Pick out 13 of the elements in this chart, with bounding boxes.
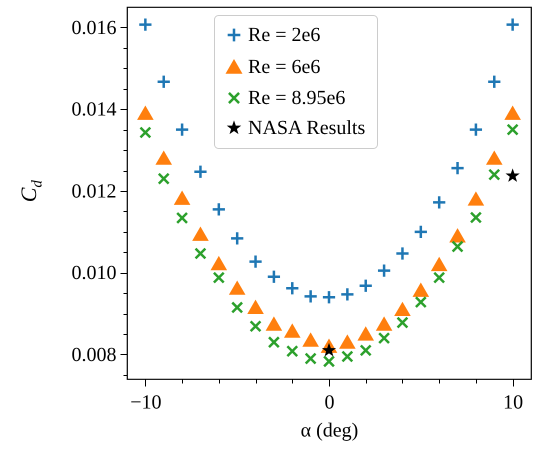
legend-label: NASA Results (248, 117, 366, 139)
x-tick-label: 0 (324, 392, 334, 414)
x-tick-label: 10 (503, 392, 524, 414)
y-tick-label: 0.014 (72, 98, 116, 121)
x-axis-title: α (deg) (300, 420, 358, 442)
y-tick-label: 0.016 (72, 16, 116, 39)
legend-label: Re = 8.95e6 (248, 87, 346, 109)
y-tick-label: 0.008 (72, 344, 116, 366)
y-tick-label: 0.012 (72, 180, 116, 202)
legend-label: Re = 6e6 (248, 56, 320, 78)
legend-label: Re = 2e6 (248, 24, 320, 46)
y-tick-label: 0.010 (72, 262, 116, 284)
x-tick-label: −10 (130, 392, 162, 414)
